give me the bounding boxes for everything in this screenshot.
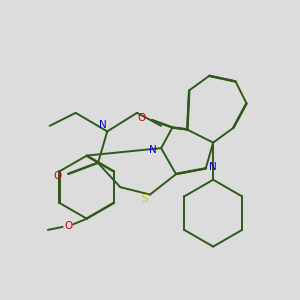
Text: N: N bbox=[149, 145, 157, 155]
Text: N: N bbox=[208, 162, 216, 172]
Text: O: O bbox=[54, 171, 62, 181]
Text: O: O bbox=[137, 113, 146, 123]
Text: O: O bbox=[64, 221, 72, 231]
Text: N: N bbox=[99, 120, 107, 130]
Text: S: S bbox=[141, 194, 148, 204]
